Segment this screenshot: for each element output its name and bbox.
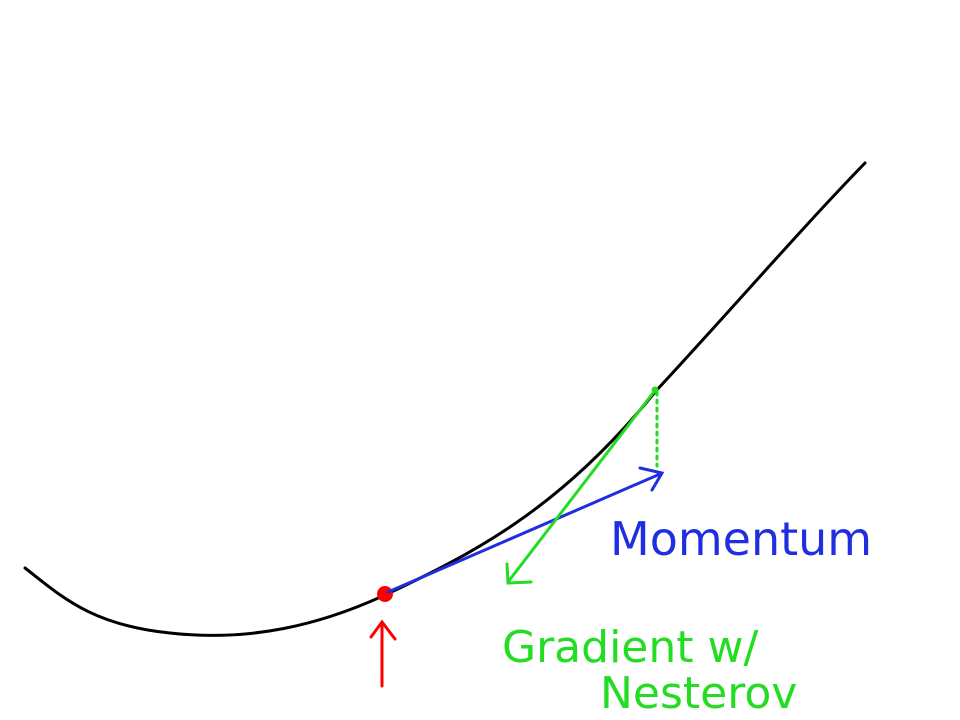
pointer-arrow — [369, 619, 397, 688]
current-point — [377, 586, 393, 602]
momentum-label: Momentum — [610, 512, 872, 566]
gradient-arrow — [505, 391, 655, 585]
gradient-label-line1: Gradient w/ — [502, 622, 758, 673]
gradient-label-line2: Nesterov — [600, 668, 797, 719]
momentum-arrow — [386, 466, 665, 594]
